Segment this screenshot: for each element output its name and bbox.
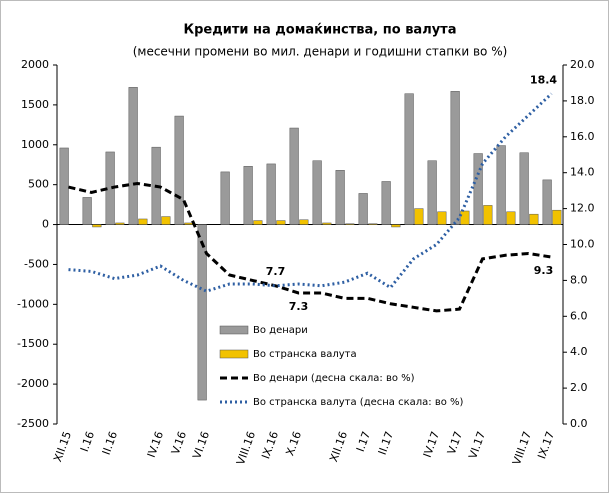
legend-label: Во денари (десна скала: во %): [253, 373, 415, 384]
bar: [427, 160, 437, 225]
bar: [368, 223, 378, 225]
y2-tick-label: 8.0: [570, 273, 588, 286]
legend-label: Во денари: [253, 325, 308, 336]
bar: [358, 193, 368, 225]
legend-label: Во странска валута: [253, 349, 357, 360]
y-tick-label: 2000: [21, 58, 49, 71]
bar: [519, 152, 529, 225]
chart-subtitle: (месечни промени во мил. денари и годишн…: [133, 45, 508, 59]
chart-title: Кредити на домаќинства, по валута: [184, 23, 457, 38]
y2-tick-label: 16.0: [570, 130, 595, 143]
y-tick-label: -1500: [17, 337, 49, 350]
bar: [345, 223, 355, 225]
y-tick-label: -500: [24, 257, 49, 270]
bar: [552, 209, 562, 225]
bar: [266, 163, 276, 225]
y2-tick-label: 18.0: [570, 94, 595, 107]
y2-tick-label: 12.0: [570, 202, 595, 215]
bar: [197, 224, 207, 401]
bar: [506, 211, 516, 225]
y-tick-label: -1000: [17, 297, 49, 310]
bar: [473, 153, 483, 225]
bar: [253, 220, 263, 225]
y2-tick-label: 10.0: [570, 238, 595, 251]
point-label: 7.7: [266, 265, 286, 278]
bar: [289, 127, 299, 225]
line: [68, 181, 552, 313]
y2-tick-label: 0.0: [570, 417, 588, 430]
bar: [381, 181, 391, 225]
bar: [542, 179, 552, 225]
point-label: 7.3: [289, 300, 309, 313]
legend-box: [215, 318, 420, 416]
bar: [220, 171, 230, 225]
y-tick-label: 1500: [21, 98, 49, 111]
bar: [529, 213, 539, 225]
bar: [243, 166, 253, 225]
bar: [460, 210, 470, 225]
y-tick-label: 500: [28, 178, 49, 191]
bar: [115, 222, 125, 225]
y-tick-label: -2500: [17, 417, 49, 430]
y-tick-label: 0: [42, 218, 49, 231]
legend: Во денари Во странска валута Во денари (де…: [215, 318, 464, 416]
bar: [483, 205, 493, 225]
point-label: 9.3: [534, 264, 554, 277]
bar: [404, 93, 414, 225]
bar: [92, 224, 102, 228]
bar: [82, 197, 92, 225]
bar: [128, 87, 138, 225]
legend-swatch: [219, 349, 249, 359]
bar: [59, 147, 69, 225]
bar: [335, 170, 345, 225]
bar: [138, 218, 148, 225]
y-tick-label: 1000: [21, 138, 49, 151]
bar: [184, 222, 194, 225]
y2-tick-label: 6.0: [570, 309, 588, 322]
bar: [276, 220, 286, 225]
bar: [299, 219, 309, 225]
legend-label: Во странска валута (десна скала: во %): [253, 397, 464, 408]
bar: [322, 222, 332, 225]
y2-tick-label: 4.0: [570, 345, 588, 358]
bar: [161, 216, 171, 225]
bar: [414, 208, 424, 225]
bar: [391, 224, 401, 228]
bar: [450, 91, 460, 225]
legend-swatch: [219, 325, 249, 335]
bar: [312, 160, 322, 225]
bar: [174, 115, 184, 225]
y2-tick-label: 2.0: [570, 381, 588, 394]
y2-tick-label: 20.0: [570, 58, 595, 71]
bar: [437, 211, 447, 225]
point-label: 18.4: [530, 74, 557, 87]
bar: [496, 145, 506, 225]
y2-tick-label: 14.0: [570, 166, 595, 179]
y-tick-label: -2000: [17, 377, 49, 390]
